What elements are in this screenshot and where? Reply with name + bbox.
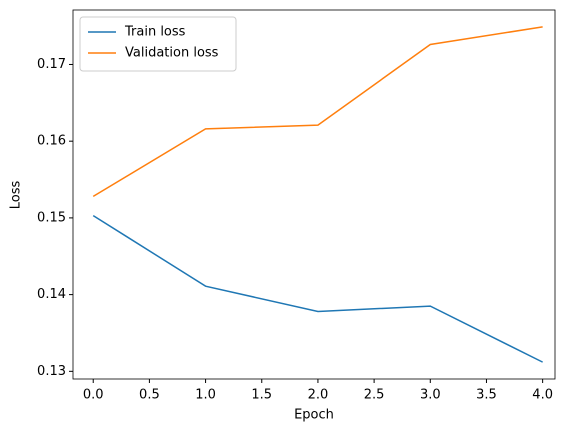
legend-label: Train loss: [124, 25, 186, 40]
y-tick-label: 0.17: [37, 57, 66, 72]
x-tick-label: 3.5: [476, 388, 497, 403]
x-tick-label: 0.5: [139, 388, 160, 403]
y-tick-label: 0.13: [37, 364, 66, 379]
x-tick-label: 2.5: [364, 388, 385, 403]
legend-box: [79, 16, 237, 72]
x-tick-label: 1.5: [251, 388, 272, 403]
series-line: [92, 214, 543, 363]
x-tick-label: 0.0: [83, 388, 104, 403]
x-tick-label: 2.0: [308, 388, 329, 403]
x-tick-label: 3.0: [420, 388, 441, 403]
legend-label: Validation loss: [125, 46, 219, 61]
y-axis-label: Loss: [9, 181, 24, 210]
y-tick-label: 0.14: [37, 287, 66, 302]
y-tick-label: 0.16: [37, 134, 66, 149]
x-tick-label: 4.0: [532, 388, 553, 403]
series-line: [92, 26, 543, 198]
x-tick-label: 1.0: [195, 388, 216, 403]
x-axis-label: Epoch: [294, 408, 334, 423]
plot-frame: [72, 9, 556, 380]
y-tick-label: 0.15: [37, 210, 66, 225]
